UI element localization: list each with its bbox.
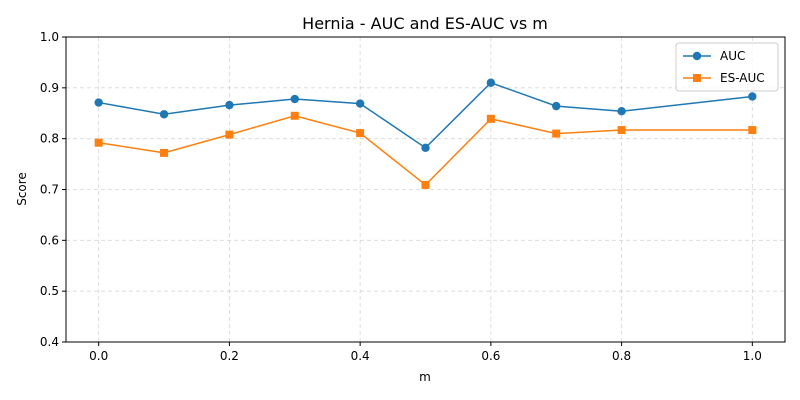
legend-item: AUC xyxy=(683,49,745,63)
x-axis-ticks: 0.0 0.2 0.4 0.6 0.8 1.0 xyxy=(89,342,762,363)
data-point xyxy=(225,100,234,110)
data-point xyxy=(290,111,299,120)
y-axis-ticks: 0.4 0.5 0.6 0.7 0.8 0.9 1.0 xyxy=(40,30,66,349)
legend-label: AUC xyxy=(720,49,745,63)
legend-box xyxy=(675,42,779,92)
x-tick-label: 0.2 xyxy=(220,349,239,363)
y-tick-label: 0.4 xyxy=(40,335,59,349)
y-tick-label: 0.5 xyxy=(40,284,59,298)
y-tick-label: 1.0 xyxy=(40,30,59,44)
legend-marker xyxy=(693,74,701,82)
data-point xyxy=(617,107,626,116)
series-es-auc xyxy=(94,111,757,189)
series-line xyxy=(98,115,753,186)
series-group xyxy=(94,78,757,189)
data-point xyxy=(356,129,365,138)
data-point xyxy=(486,78,496,87)
y-tick-label: 0.9 xyxy=(40,81,59,95)
data-point xyxy=(421,143,430,153)
data-point xyxy=(160,148,169,157)
data-point xyxy=(355,99,365,108)
legend-label: ES-AUC xyxy=(720,71,765,85)
legend-marker xyxy=(692,51,702,61)
series-line xyxy=(98,81,753,149)
x-tick-label: 0.6 xyxy=(481,349,500,363)
data-point xyxy=(290,94,299,104)
data-point xyxy=(225,130,234,139)
x-tick-label: 0.8 xyxy=(612,349,631,363)
x-tick-label: 0.4 xyxy=(351,349,370,363)
y-tick-label: 0.7 xyxy=(40,183,59,197)
chart-title: Hernia - AUC and ES-AUC vs m xyxy=(302,14,548,33)
legend-item: ES-AUC xyxy=(683,71,765,85)
data-point xyxy=(94,138,103,147)
data-point xyxy=(748,126,757,135)
series-auc xyxy=(94,78,757,153)
x-axis-label: m xyxy=(419,370,431,384)
data-point xyxy=(617,126,626,135)
data-point xyxy=(552,129,561,138)
data-point xyxy=(159,110,169,119)
data-point xyxy=(486,114,495,123)
y-axis-label: Score xyxy=(15,172,29,206)
data-point xyxy=(552,101,561,111)
y-tick-label: 0.6 xyxy=(40,233,59,247)
legend: AUC ES-AUC xyxy=(675,42,779,92)
x-tick-label: 0.0 xyxy=(89,349,108,363)
y-tick-label: 0.8 xyxy=(40,132,59,146)
data-point xyxy=(94,98,103,107)
data-point xyxy=(748,92,757,101)
x-tick-label: 1.0 xyxy=(743,349,762,363)
data-point xyxy=(421,180,430,189)
